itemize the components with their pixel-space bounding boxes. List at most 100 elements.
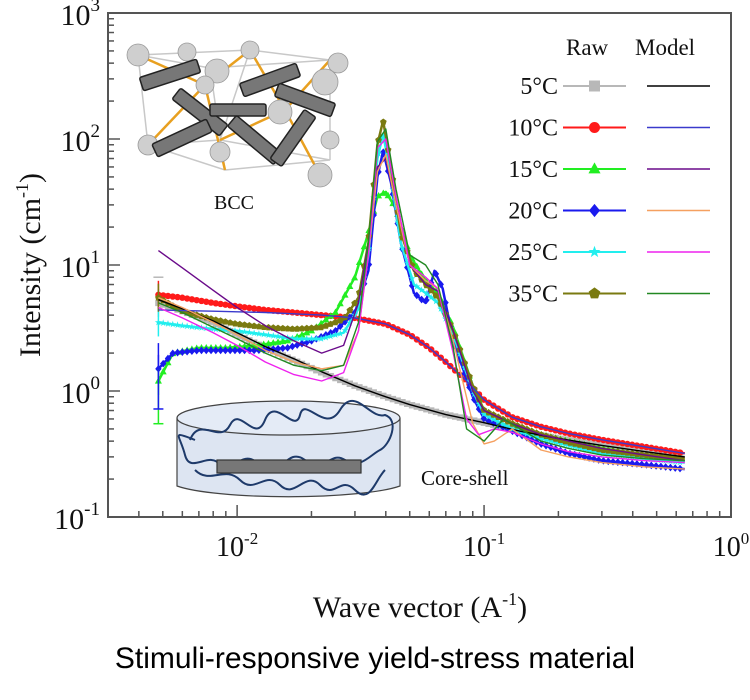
data-point — [403, 259, 411, 267]
data-point — [442, 298, 449, 307]
legend-entry: 20°C — [508, 199, 710, 225]
data-point — [312, 335, 320, 342]
data-point — [355, 299, 363, 307]
data-point — [604, 450, 612, 458]
legend-label: 10°C — [508, 116, 558, 142]
data-point — [394, 218, 402, 225]
data-point — [303, 335, 311, 342]
model-line — [158, 153, 685, 470]
data-point — [600, 456, 607, 465]
figure-caption: Stimuli-responsive yield-stress material — [114, 642, 636, 675]
data-point — [609, 457, 617, 466]
series-layer — [153, 118, 686, 473]
data-point — [351, 299, 358, 307]
data-point — [422, 289, 430, 297]
series-20-c-model — [158, 153, 685, 470]
data-point — [183, 322, 191, 330]
data-point — [255, 330, 263, 337]
data-point — [203, 298, 210, 305]
data-point — [226, 346, 234, 355]
data-point — [355, 258, 363, 266]
data-point — [188, 296, 196, 303]
data-point — [547, 437, 555, 444]
data-point — [279, 333, 287, 341]
data-point — [337, 322, 344, 331]
data-point — [284, 336, 292, 344]
data-point — [537, 434, 545, 442]
data-point — [341, 326, 349, 334]
data-point — [322, 333, 330, 341]
data-point — [652, 462, 660, 470]
data-point — [169, 320, 177, 328]
data-point — [217, 326, 225, 333]
legend-entry: 15°C — [508, 157, 710, 183]
data-point — [336, 330, 344, 337]
data-point — [437, 305, 445, 312]
data-point — [499, 420, 507, 428]
data-point — [236, 327, 244, 335]
data-point — [250, 329, 258, 337]
data-point — [203, 346, 210, 355]
series-35-c-model — [158, 128, 685, 462]
data-point — [207, 299, 215, 306]
x-tick-label: 100 — [713, 529, 750, 563]
legend-header-raw: Raw — [566, 35, 609, 60]
data-point — [236, 320, 244, 328]
model-line — [158, 299, 685, 458]
data-point — [480, 410, 488, 417]
data-point — [212, 300, 220, 307]
data-point — [533, 433, 540, 440]
data-point — [432, 297, 440, 305]
legend-header-model: Model — [635, 35, 695, 60]
data-point — [303, 362, 310, 370]
data-point — [274, 332, 282, 340]
data-point — [217, 346, 224, 355]
data-point — [202, 324, 210, 332]
legend-pentagon-marker — [588, 287, 601, 299]
data-point — [274, 344, 282, 353]
data-point — [183, 347, 191, 356]
data-point — [437, 280, 444, 289]
data-point — [231, 346, 239, 355]
core-shell-label: Core-shell — [421, 466, 509, 490]
data-point — [246, 346, 253, 355]
data-point — [222, 346, 229, 355]
data-point — [250, 305, 258, 312]
data-point — [284, 325, 291, 332]
data-point — [241, 304, 248, 311]
data-point — [169, 349, 176, 358]
data-point — [413, 291, 421, 300]
data-point — [293, 358, 301, 365]
data-point — [595, 456, 602, 464]
data-point — [605, 457, 612, 466]
legend-label: 25°C — [508, 240, 558, 266]
y-tick-label: 101 — [61, 247, 101, 284]
data-point — [614, 451, 622, 459]
data-point — [317, 319, 325, 327]
data-point — [217, 300, 224, 308]
data-point — [255, 305, 263, 313]
legend-star-marker — [588, 245, 601, 258]
bcc-lattice-illustration: BCC — [126, 40, 349, 214]
data-point — [346, 282, 354, 290]
data-point — [179, 294, 186, 301]
data-point — [504, 423, 512, 430]
data-point — [423, 296, 430, 305]
data-point — [485, 413, 493, 420]
data-point — [303, 324, 311, 332]
data-point — [341, 291, 349, 298]
data-point — [183, 295, 191, 302]
data-point — [298, 330, 306, 338]
data-point — [322, 322, 330, 329]
data-point — [336, 317, 344, 324]
data-point — [623, 452, 631, 460]
data-point — [231, 327, 239, 334]
data-point — [193, 323, 201, 331]
data-point — [552, 438, 560, 446]
data-point — [246, 304, 253, 312]
data-point — [279, 352, 287, 359]
legend-triangle-marker — [588, 162, 601, 174]
data-point — [379, 189, 387, 196]
legend-circle-marker — [589, 122, 600, 133]
data-point — [236, 346, 243, 355]
